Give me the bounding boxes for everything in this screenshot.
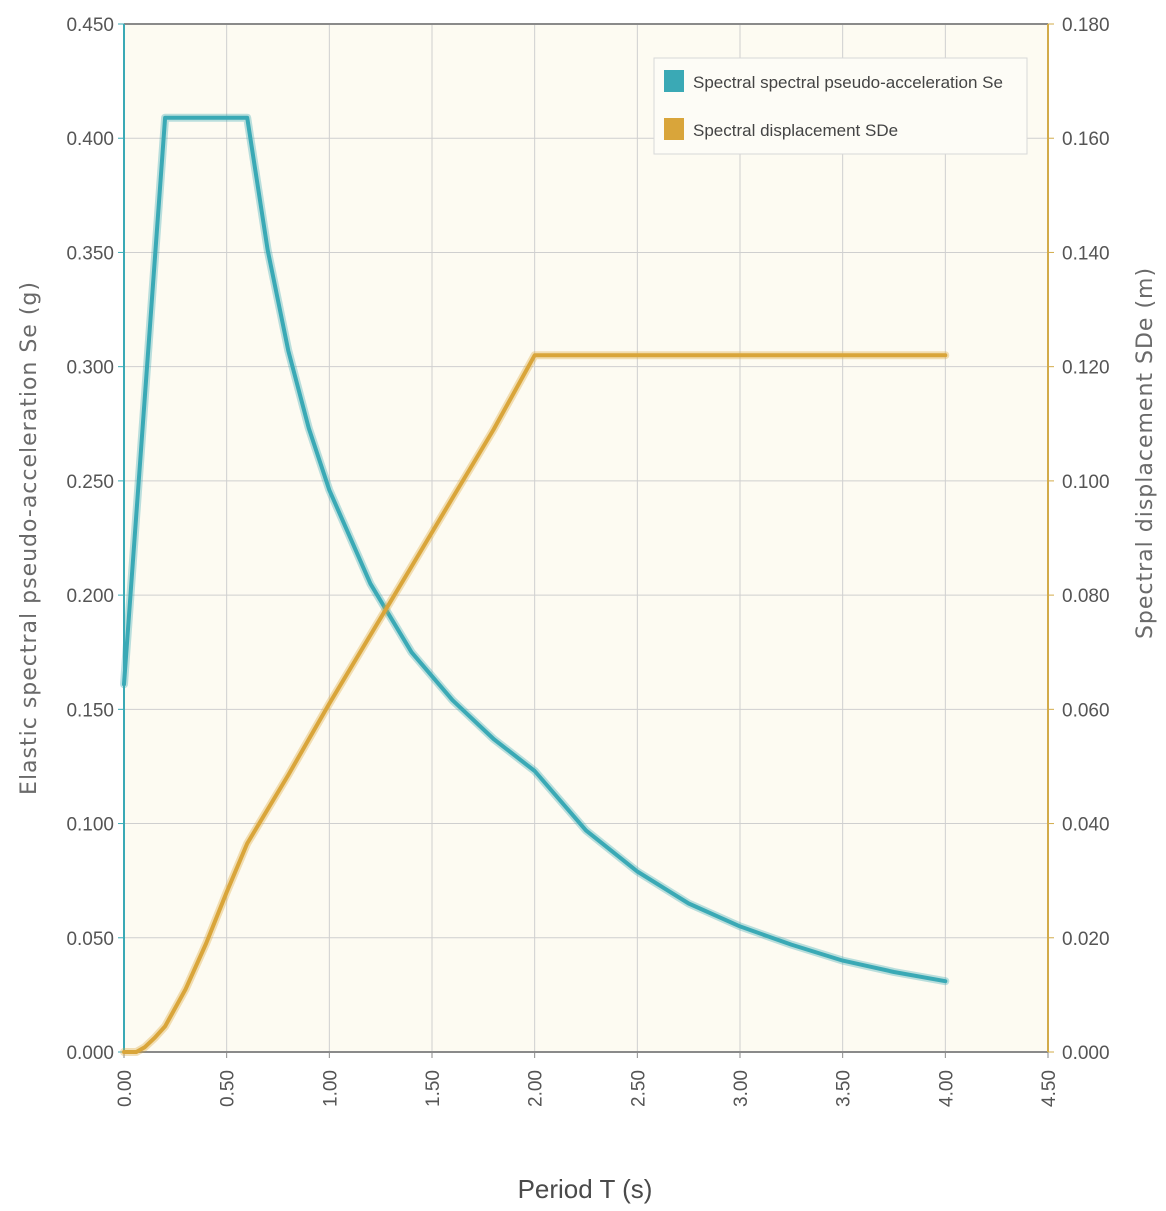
y-right-tick-label: 0.020 bbox=[1062, 929, 1110, 950]
series-lines bbox=[120, 113, 950, 1056]
y-left-tick-label: 0.050 bbox=[66, 929, 114, 950]
x-tick-label: 1.50 bbox=[423, 1070, 444, 1107]
y-right-tick-label: 0.120 bbox=[1062, 358, 1110, 379]
y-right-tick-label: 0.080 bbox=[1062, 586, 1110, 607]
y-right-tick-label: 0.060 bbox=[1062, 700, 1110, 721]
y-right-tick-label: 0.040 bbox=[1062, 815, 1110, 836]
y-left-tick-label: 0.100 bbox=[66, 815, 114, 836]
x-tick-label: 4.00 bbox=[936, 1070, 957, 1107]
legend-label-se: Spectral spectral pseudo-acceleration Se bbox=[693, 73, 1003, 92]
x-tick-label: 3.50 bbox=[834, 1070, 855, 1107]
x-axis-title: Period T (s) bbox=[518, 1174, 653, 1204]
y-right-tick-label: 0.100 bbox=[1062, 472, 1110, 493]
y-left-tick-label: 0.000 bbox=[66, 1043, 114, 1064]
legend-box bbox=[653, 57, 1028, 155]
x-tick-label: 0.50 bbox=[218, 1070, 239, 1107]
legend-label-sde: Spectral displacement SDe bbox=[693, 121, 898, 140]
x-tick-label: 1.00 bbox=[320, 1070, 341, 1107]
y-right-tick-label: 0.180 bbox=[1062, 15, 1110, 36]
y-left-tick-label: 0.300 bbox=[66, 358, 114, 379]
y-right-tick-label: 0.000 bbox=[1062, 1043, 1110, 1064]
y-right-axis-ticks: 0.000 0.020 0.040 0.060 0.080 0.100 0.120 0.140… bbox=[1048, 15, 1110, 1064]
x-tick-label: 0.00 bbox=[115, 1070, 136, 1107]
x-tick-label: 4.50 bbox=[1039, 1070, 1060, 1107]
x-tick-label: 2.00 bbox=[526, 1070, 547, 1107]
series-line-sde bbox=[122, 353, 948, 1054]
y-right-tick-label: 0.160 bbox=[1062, 129, 1110, 150]
y-left-tick-label: 0.450 bbox=[66, 15, 114, 36]
x-tick-label: 3.00 bbox=[731, 1070, 752, 1107]
series-line-se bbox=[122, 115, 948, 984]
y-left-tick-label: 0.250 bbox=[66, 472, 114, 493]
y-left-tick-label: 0.350 bbox=[66, 243, 114, 264]
y-left-axis-ticks: 0.000 0.050 0.100 0.150 0.200 0.250 0.300 0.350… bbox=[66, 15, 124, 1064]
legend-swatch-sde bbox=[664, 118, 684, 140]
axes bbox=[123, 23, 1049, 1053]
x-tick-label: 2.50 bbox=[628, 1070, 649, 1107]
y-left-tick-label: 0.200 bbox=[66, 586, 114, 607]
y-left-tick-label: 0.150 bbox=[66, 700, 114, 721]
y-right-tick-label: 0.140 bbox=[1062, 243, 1110, 264]
legend-swatch-se bbox=[664, 70, 684, 92]
y-right-axis-title: Spectral displacement SDe (m) bbox=[1133, 267, 1158, 639]
plot-area bbox=[124, 24, 1048, 1052]
y-left-axis-title: Elastic spectral pseudo-acceleration Se … bbox=[17, 281, 42, 795]
y-left-tick-label: 0.400 bbox=[66, 129, 114, 150]
legend: Spectral spectral pseudo-acceleration Se… bbox=[653, 57, 1028, 155]
x-axis-ticks: 0.00 0.50 1.00 1.50 2.00 2.50 3.00 3.50 4.00 4.50 bbox=[115, 1052, 1060, 1107]
